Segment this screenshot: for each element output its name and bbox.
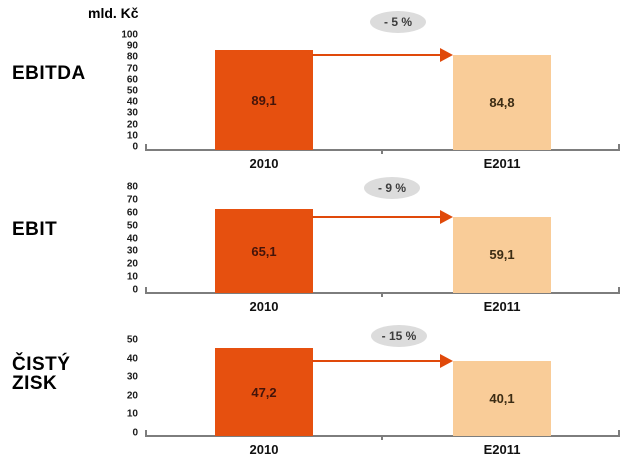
change-percent-badge: - 9 % (364, 177, 420, 199)
x-category-label: E2011 (483, 156, 521, 171)
change-arrow-line (312, 215, 441, 218)
bar-e2011: 84,8 (453, 55, 551, 150)
bar-value-label: 89,1 (251, 92, 277, 108)
x-axis-tick-left (145, 144, 147, 149)
bar-e2011: 59,1 (453, 216, 551, 293)
x-axis-tick-mid (381, 294, 383, 297)
change-percent-badge: - 15 % (371, 325, 427, 347)
y-tick-label: 0 (132, 427, 138, 439)
change-arrow-head-icon (440, 354, 453, 369)
y-tick-label: 80 (126, 51, 138, 63)
change-arrow-head-icon (440, 48, 453, 63)
y-tick-label: 0 (132, 141, 138, 153)
x-axis-line (145, 149, 620, 151)
y-tick-label: 20 (126, 258, 138, 270)
y-tick-label: 20 (126, 119, 138, 131)
x-axis-tick-left (145, 430, 147, 435)
x-category-label: 2010 (249, 299, 279, 314)
y-tick-label: 50 (126, 334, 138, 346)
change-percent-badge: - 5 % (370, 11, 426, 33)
x-axis-tick-right (618, 430, 620, 435)
row-title-ebitda: EBITDA (12, 63, 86, 84)
y-tick-label: 100 (121, 29, 138, 41)
bar-value-label: 65,1 (251, 243, 277, 259)
y-tick-label: 30 (126, 371, 138, 383)
bar-e2011: 40,1 (453, 361, 551, 436)
row-title-ebit: EBIT (12, 219, 58, 240)
y-tick-label: 10 (126, 271, 138, 283)
y-tick-label: 60 (126, 207, 138, 219)
bar-value-label: 84,8 (489, 95, 515, 110)
y-tick-label: 0 (132, 284, 138, 296)
bar-value-label: 47,2 (251, 384, 277, 400)
bar-value-label: 40,1 (489, 391, 515, 407)
row-title-cisty-zisk: ČISTÝ ZISK (12, 354, 71, 394)
change-arrow-line (312, 360, 441, 363)
y-tick-label: 70 (126, 63, 138, 75)
bar-2010: 65,1 (215, 209, 313, 293)
x-axis-line (145, 292, 620, 294)
y-tick-label: 50 (126, 85, 138, 97)
x-axis-tick-right (618, 287, 620, 292)
bar-2010: 89,1 (215, 50, 313, 150)
x-axis-tick-mid (381, 151, 383, 154)
x-category-label: 2010 (249, 442, 279, 457)
y-tick-label: 20 (126, 390, 138, 402)
y-tick-label: 90 (126, 40, 138, 52)
y-tick-label: 10 (126, 408, 138, 420)
x-category-label: 2010 (249, 156, 279, 171)
x-category-label: E2011 (483, 442, 521, 457)
x-axis-tick-left (145, 287, 147, 292)
y-tick-label: 40 (126, 233, 138, 244)
x-axis-tick-right (618, 144, 620, 149)
y-tick-label: 40 (126, 353, 138, 365)
x-axis-line (145, 435, 620, 437)
y-tick-label: 60 (126, 74, 138, 86)
change-arrow-line (312, 54, 441, 57)
y-tick-label: 70 (126, 194, 138, 206)
y-tick-label: 50 (126, 220, 138, 232)
y-tick-label: 80 (126, 181, 138, 193)
y-tick-label: 30 (126, 107, 138, 119)
y-tick-label: 10 (126, 130, 138, 142)
y-tick-label: 40 (126, 96, 138, 108)
bar-2010: 47,2 (215, 348, 313, 436)
x-category-label: E2011 (483, 299, 521, 314)
y-tick-label: 30 (126, 245, 138, 257)
y-axis-unit-label: mld. Kč (88, 5, 139, 21)
bar-value-label: 59,1 (489, 247, 515, 263)
x-axis-tick-mid (381, 437, 383, 440)
change-arrow-head-icon (440, 209, 453, 224)
